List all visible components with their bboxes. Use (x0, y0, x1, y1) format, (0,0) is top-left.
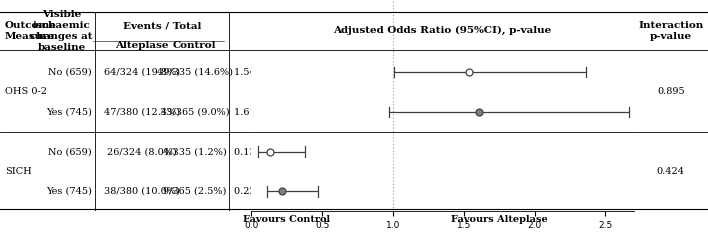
Text: 9/365 (2.5%): 9/365 (2.5%) (163, 187, 227, 196)
Text: 0.895: 0.895 (657, 87, 685, 96)
Text: Adjusted Odds Ratio (95%CI), p-value: Adjusted Odds Ratio (95%CI), p-value (333, 26, 552, 35)
Text: 47/380 (12.4%): 47/380 (12.4%) (103, 107, 180, 116)
Text: Yes (745): Yes (745) (46, 107, 92, 116)
Text: Control: Control (173, 41, 217, 50)
Text: 49/335 (14.6%): 49/335 (14.6%) (156, 67, 233, 76)
Text: No (659): No (659) (48, 67, 92, 76)
Text: 64/324 (19.8%): 64/324 (19.8%) (104, 67, 180, 76)
Text: 1.54 (1.01-2.36), 0.045: 1.54 (1.01-2.36), 0.045 (234, 67, 347, 76)
Text: Outcome
Measure: Outcome Measure (5, 21, 57, 41)
Text: Alteplase: Alteplase (115, 41, 169, 50)
Text: OHS 0-2: OHS 0-2 (5, 87, 47, 96)
Text: 4/335 (1.2%): 4/335 (1.2%) (163, 147, 227, 156)
Text: Favours Control: Favours Control (243, 215, 331, 224)
Text: SICH: SICH (5, 167, 31, 176)
Text: Visible
ischaemic
changes at
baseline: Visible ischaemic changes at baseline (30, 10, 93, 52)
Text: 33/365 (9.0%): 33/365 (9.0%) (160, 107, 229, 116)
Text: 0.13 (0.05-0.38), <0.001: 0.13 (0.05-0.38), <0.001 (234, 147, 355, 156)
Text: 0.22 (0.11-0.47), <0.001: 0.22 (0.11-0.47), <0.001 (234, 187, 355, 196)
Text: Favours Alteplase: Favours Alteplase (451, 215, 547, 224)
Text: Yes (745): Yes (745) (46, 187, 92, 196)
Text: Interaction
p-value: Interaction p-value (638, 21, 704, 41)
Text: 1.61 (0.97-2.67), 0.066: 1.61 (0.97-2.67), 0.066 (234, 107, 347, 116)
Text: No (659): No (659) (48, 147, 92, 156)
Text: 0.424: 0.424 (657, 167, 685, 176)
Text: Events / Total: Events / Total (122, 22, 201, 31)
Text: 26/324 (8.0%): 26/324 (8.0%) (107, 147, 176, 156)
Text: 38/380 (10.0%): 38/380 (10.0%) (104, 187, 180, 196)
